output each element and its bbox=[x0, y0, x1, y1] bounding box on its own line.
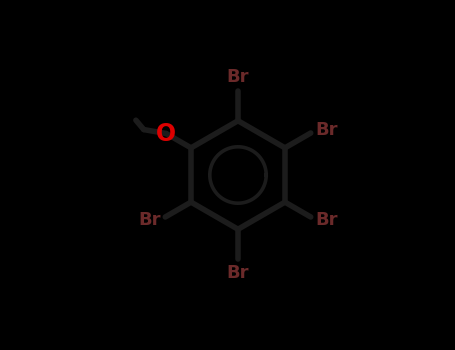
Text: Br: Br bbox=[315, 121, 338, 139]
Text: Br: Br bbox=[138, 211, 161, 229]
Text: Br: Br bbox=[227, 68, 249, 86]
Text: Br: Br bbox=[227, 264, 249, 282]
Text: O: O bbox=[156, 121, 176, 146]
Text: Br: Br bbox=[315, 211, 338, 229]
